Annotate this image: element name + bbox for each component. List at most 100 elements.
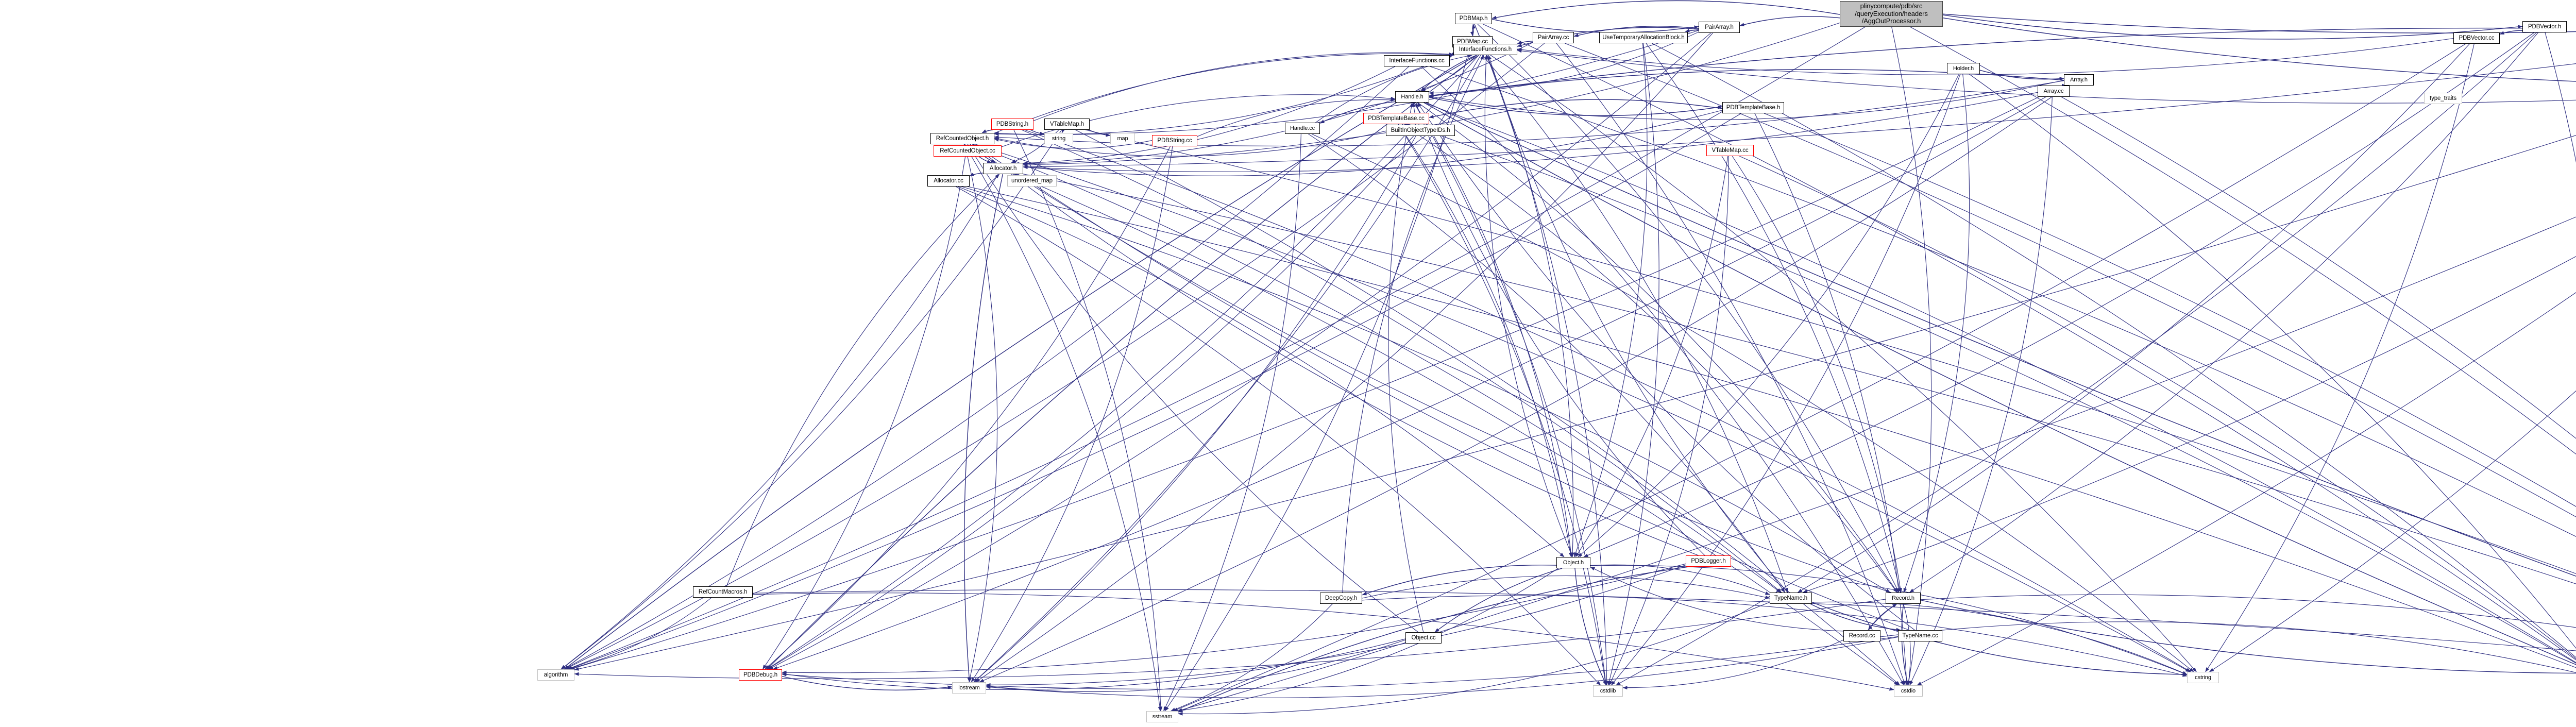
graph-edge bbox=[1517, 40, 1533, 44]
graph-node-sstream[interactable]: sstream bbox=[1146, 711, 1178, 722]
graph-node-pairarraycc[interactable]: PairArray.cc bbox=[1533, 32, 1574, 43]
graph-node-recordcc[interactable]: Record.cc bbox=[1843, 630, 1880, 641]
graph-edge bbox=[1014, 174, 1892, 593]
graph-edge bbox=[1810, 603, 1901, 632]
graph-edge bbox=[1732, 156, 1902, 593]
graph-node-refcntobjh[interactable]: RefCountedObject.h bbox=[930, 133, 994, 144]
graph-node-root[interactable]: plinycompute/pdb/src /queryExecution/hea… bbox=[1840, 1, 1943, 27]
graph-edge bbox=[964, 144, 1162, 712]
graph-edge bbox=[1012, 174, 1899, 686]
graph-edge bbox=[1573, 43, 1648, 557]
graph-node-map[interactable]: map bbox=[1110, 133, 1135, 144]
graph-edge bbox=[1472, 24, 1476, 37]
graph-edge bbox=[767, 55, 1479, 670]
graph-node-pdbtemplh[interactable]: PDBTemplateBase.h bbox=[1722, 102, 1784, 113]
graph-node-objectcc[interactable]: Object.cc bbox=[1405, 632, 1442, 644]
graph-node-arrayh[interactable]: Array.h bbox=[2064, 74, 2094, 86]
graph-edge bbox=[2499, 30, 2523, 35]
graph-edge bbox=[972, 144, 1781, 593]
graph-node-recordh[interactable]: Record.h bbox=[1886, 593, 1921, 604]
graph-edge bbox=[975, 144, 2191, 672]
graph-node-arraycc[interactable]: Array.cc bbox=[2038, 86, 2070, 97]
graph-node-vtablemapcc[interactable]: VTableMap.cc bbox=[1706, 145, 1754, 156]
graph-node-pdbstringh[interactable]: PDBString.h bbox=[991, 119, 1033, 130]
graph-edge bbox=[971, 146, 1173, 683]
graph-edge bbox=[1942, 18, 2576, 82]
graph-edge bbox=[963, 174, 1003, 683]
graph-edge bbox=[1173, 43, 2466, 712]
graph-node-pdbdebugh[interactable]: PDBDebug.h bbox=[739, 669, 782, 681]
graph-edge bbox=[1470, 24, 1474, 37]
graph-edge bbox=[1164, 47, 1470, 712]
graph-node-pairarrayh[interactable]: PairArray.h bbox=[1699, 22, 1740, 33]
graph-node-handleh[interactable]: Handle.h bbox=[1395, 91, 1429, 103]
graph-node-pdbstringcc[interactable]: PDBString.cc bbox=[1152, 135, 1197, 146]
graph-edge bbox=[1178, 602, 1770, 716]
graph-edge bbox=[1171, 603, 1333, 712]
graph-node-usetemp[interactable]: UseTemporaryAllocationBlock.h bbox=[1599, 32, 1688, 43]
graph-edge bbox=[561, 174, 998, 670]
graph-edge bbox=[1492, 0, 1840, 20]
graph-edge bbox=[973, 55, 1481, 683]
graph-node-vtablemaph[interactable]: VTableMap.h bbox=[1044, 119, 1090, 130]
graph-edge bbox=[1910, 26, 2576, 455]
graph-node-typenamecc[interactable]: TypeName.cc bbox=[1898, 630, 1942, 641]
graph-edge bbox=[1030, 129, 1045, 136]
graph-node-ifacecc[interactable]: InterfaceFunctions.cc bbox=[1384, 55, 1450, 66]
graph-node-typenameh[interactable]: TypeName.h bbox=[1770, 593, 1812, 604]
graph-node-refcntobjcc[interactable]: RefCountedObject.cc bbox=[934, 145, 1002, 157]
graph-edge bbox=[1868, 603, 1897, 631]
graph-edge bbox=[1483, 24, 2576, 661]
graph-edge bbox=[574, 599, 1886, 679]
graph-node-deepcopyh[interactable]: DeepCopy.h bbox=[1320, 593, 1362, 604]
graph-edge bbox=[1474, 24, 1609, 686]
graph-node-cstring[interactable]: cstring bbox=[2187, 672, 2219, 683]
graph-edge bbox=[1488, 55, 1788, 593]
graph-edge bbox=[1085, 129, 2576, 574]
graph-edge bbox=[1423, 102, 2576, 663]
graph-node-typetraits[interactable]: type_traits bbox=[2424, 93, 2462, 104]
graph-edge bbox=[1023, 63, 2576, 169]
graph-edge bbox=[563, 66, 1409, 670]
graph-edge bbox=[1917, 292, 2576, 686]
graph-node-handlecc[interactable]: Handle.cc bbox=[1285, 123, 1320, 134]
graph-edge bbox=[762, 156, 966, 670]
graph-edge bbox=[1308, 133, 1786, 593]
graph-node-cstdlib[interactable]: cstdlib bbox=[1593, 685, 1623, 697]
graph-edge bbox=[1575, 156, 1728, 557]
graph-node-refcntmac[interactable]: RefCountMacros.h bbox=[693, 586, 753, 598]
graph-node-unordmap[interactable]: unordered_map bbox=[1007, 175, 1057, 187]
graph-node-pdbloggerh[interactable]: PDBLogger.h bbox=[1686, 555, 1731, 567]
graph-edge bbox=[1311, 133, 2194, 672]
graph-edge bbox=[752, 593, 1894, 691]
graph-node-builtin[interactable]: BuiltInObjectTypeIDs.h bbox=[1386, 125, 1455, 136]
graph-edge bbox=[1868, 603, 1897, 631]
graph-edge bbox=[1362, 565, 1557, 596]
graph-edge bbox=[782, 563, 1686, 674]
graph-node-holderh[interactable]: Holder.h bbox=[1947, 63, 1980, 74]
graph-edge bbox=[1920, 594, 2576, 628]
graph-edge bbox=[1517, 38, 2454, 75]
graph-node-pdbmaph[interactable]: PDBMap.h bbox=[1455, 13, 1492, 24]
graph-node-allocatorh[interactable]: Allocator.h bbox=[983, 163, 1023, 174]
graph-edge bbox=[564, 55, 1478, 670]
graph-node-iostream[interactable]: iostream bbox=[952, 682, 986, 694]
graph-node-pdbvectorh[interactable]: PDBVector.h bbox=[2522, 21, 2567, 32]
graph-node-objecth[interactable]: Object.h bbox=[1556, 557, 1590, 568]
graph-edge bbox=[1475, 47, 1788, 593]
graph-edge bbox=[1891, 26, 1932, 686]
graph-node-ifaceh[interactable]: InterfaceFunctions.h bbox=[1453, 44, 1517, 55]
graph-node-cstdio[interactable]: cstdio bbox=[1894, 685, 1923, 697]
graph-node-pdbvectorcc[interactable]: PDBVector.cc bbox=[2453, 32, 2500, 44]
graph-node-pdbtemplcc[interactable]: PDBTemplateBase.cc bbox=[1363, 113, 1429, 124]
graph-node-allocatorcc[interactable]: Allocator.cc bbox=[927, 175, 970, 187]
graph-edge bbox=[1798, 43, 2470, 593]
graph-edge bbox=[767, 136, 1414, 670]
graph-node-algorithm[interactable]: algorithm bbox=[537, 669, 574, 681]
graph-edge bbox=[574, 135, 2576, 671]
graph-edge bbox=[1398, 124, 1572, 557]
graph-node-string[interactable]: string bbox=[1044, 133, 1073, 144]
graph-edge bbox=[1429, 97, 1723, 116]
